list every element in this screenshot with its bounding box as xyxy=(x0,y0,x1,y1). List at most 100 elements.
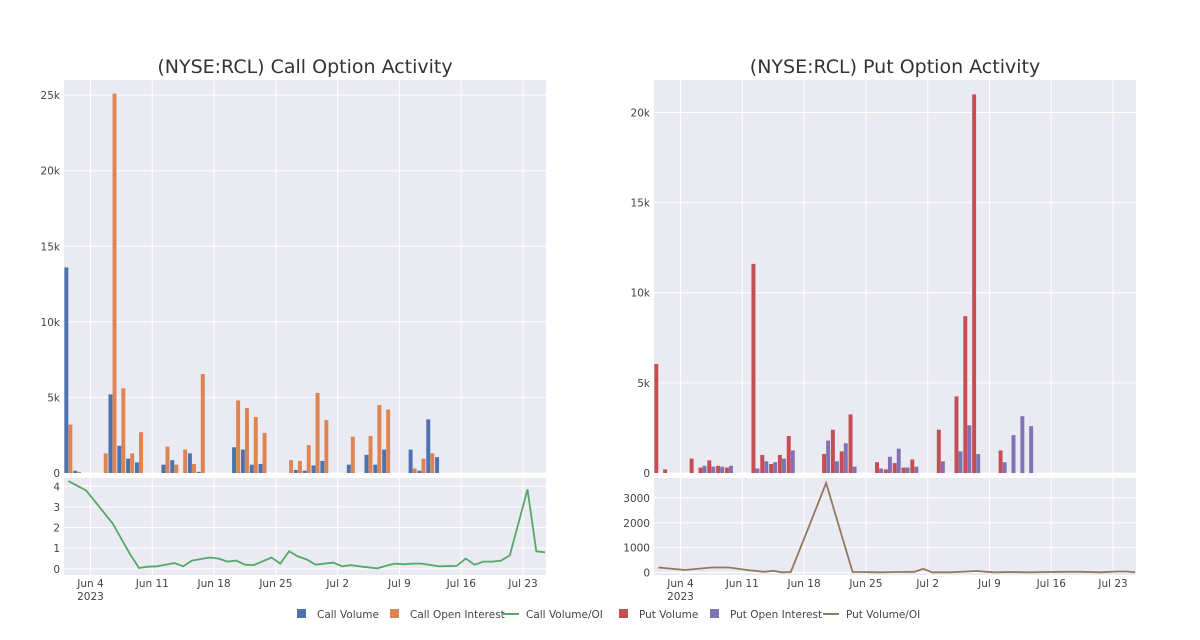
call-open-interest-bar xyxy=(183,449,188,473)
call-volume-bar xyxy=(258,463,263,473)
put-open-interest-bar xyxy=(976,454,981,473)
put-bar-y-tick-label: 0 xyxy=(643,468,650,480)
put-open-interest-bar xyxy=(729,465,733,473)
legend-label: Put Open Interest xyxy=(730,609,822,621)
put-bar-y-tick-label: 10k xyxy=(631,288,651,300)
call-volume-bar xyxy=(73,470,78,473)
put-volume-bar xyxy=(830,429,835,473)
call-ratio-x-year-label: 2023 xyxy=(77,591,104,603)
put-volume-bar xyxy=(786,436,791,473)
put-ratio-x-year-label: 2023 xyxy=(667,591,694,603)
put-open-interest-bar xyxy=(905,467,910,473)
put-volume-bar xyxy=(716,465,721,473)
put-bar-panel: 0 5k 10k 15k 20k xyxy=(631,80,1136,480)
put-volume-bar xyxy=(839,451,844,473)
call-volume-bar xyxy=(240,449,245,473)
call-open-interest-bar xyxy=(306,445,311,473)
call-bar-y-tick-label: 10k xyxy=(41,317,61,329)
put-open-interest-bar xyxy=(940,461,945,473)
put-ratio-y-tick-label: 3000 xyxy=(623,493,650,505)
call-open-interest-bar xyxy=(112,93,117,473)
put-volume-bar xyxy=(698,467,703,473)
legend-swatch xyxy=(390,609,399,618)
put-bar-plot-area xyxy=(654,80,1136,473)
call-ratio-y-tick-label: 1 xyxy=(53,543,60,555)
call-volume-bar xyxy=(134,462,139,473)
call-open-interest-bar xyxy=(236,400,241,473)
call-volume-bar xyxy=(64,267,69,473)
call-open-interest-bar xyxy=(130,453,135,473)
call-volume-bar xyxy=(293,469,298,473)
put-volume-bar xyxy=(663,469,668,473)
put-open-interest-bar xyxy=(755,468,760,473)
call-volume-bar xyxy=(426,419,431,473)
call-open-interest-bar xyxy=(262,432,267,473)
put-volume-bar xyxy=(751,263,756,473)
call-ratio-line xyxy=(67,480,546,570)
legend-swatch xyxy=(710,609,719,618)
call-volume-bar xyxy=(346,464,351,473)
put-volume-bar xyxy=(963,316,968,473)
call-ratio-y-tick-label: 2 xyxy=(53,523,60,535)
call-open-interest-bar xyxy=(244,408,249,473)
call-volume-bar xyxy=(382,449,387,473)
call-open-interest-bar xyxy=(315,392,320,473)
call-ratio-plot-area xyxy=(64,478,546,575)
put-open-interest-bar xyxy=(782,458,786,473)
call-ratio-x-tick-label: Jun 25 xyxy=(258,578,292,590)
put-chart-title: (NYSE:RCL) Put Option Activity xyxy=(750,56,1040,78)
put-volume-bar xyxy=(777,454,782,473)
call-open-interest-bar xyxy=(139,432,143,473)
call-open-interest-bar xyxy=(350,436,355,473)
put-open-interest-bar xyxy=(773,462,778,473)
call-ratio-x-tick-label: Jun 11 xyxy=(135,578,169,590)
call-open-interest-bar xyxy=(324,420,329,473)
call-ratio-x-tick-label: Jul 23 xyxy=(507,578,537,590)
put-open-interest-bar xyxy=(958,451,963,473)
put-ratio-x-tick-label: Jun 25 xyxy=(848,578,882,590)
call-open-interest-bar xyxy=(289,460,294,473)
put-open-interest-bar xyxy=(852,466,857,473)
put-ratio-x-tick-label: Jul 2 xyxy=(915,578,939,590)
put-open-interest-bar xyxy=(1011,435,1016,473)
legend-label: Put Volume xyxy=(639,609,698,621)
put-open-interest-bar xyxy=(711,466,716,473)
call-bar-y-tick-label: 25k xyxy=(41,90,61,102)
put-open-interest-bar xyxy=(826,440,831,473)
call-ratio-x-tick-label: Jul 16 xyxy=(446,578,477,590)
call-volume-bar xyxy=(408,449,413,473)
put-open-interest-bar xyxy=(720,466,725,473)
call-bar-y-tick-label: 0 xyxy=(53,468,60,480)
call-ratio-x-tick-label: Jun 18 xyxy=(197,578,231,590)
call-open-interest-bar xyxy=(430,453,435,473)
put-bar-y-tick-label: 5k xyxy=(637,378,651,390)
put-ratio-x-tick-label: Jun 18 xyxy=(787,578,821,590)
call-open-interest-bar xyxy=(412,468,417,473)
put-ratio-y-tick-label: 2000 xyxy=(623,518,650,530)
put-open-interest-bar xyxy=(702,465,707,473)
call-volume-bar xyxy=(320,460,325,473)
put-volume-bar xyxy=(707,460,712,473)
put-open-interest-bar xyxy=(1029,426,1034,473)
put-bar-y-tick-label: 20k xyxy=(631,107,651,119)
put-volume-bar xyxy=(848,414,853,473)
call-volume-bar xyxy=(302,470,307,473)
put-volume-bar xyxy=(892,463,897,473)
put-volume-bar xyxy=(875,462,879,473)
call-open-interest-bar xyxy=(200,373,205,473)
put-volume-bar xyxy=(822,454,827,473)
put-open-interest-bar xyxy=(896,448,901,473)
put-ratio-x-tick-label: Jun 11 xyxy=(725,578,759,590)
put-ratio-y-tick-label: 0 xyxy=(643,568,650,580)
call-open-interest-bar xyxy=(192,463,196,473)
put-volume-bar xyxy=(954,396,959,473)
call-bar-y-tick-label: 20k xyxy=(41,166,61,178)
call-open-interest-bar xyxy=(253,417,258,473)
put-open-interest-bar xyxy=(879,468,884,473)
put-ratio-line xyxy=(658,480,1136,574)
call-bar-panel: 0 5k 10k 15k 20k 25k xyxy=(41,80,546,480)
put-ratio-x-tick-label: Jul 9 xyxy=(977,578,1001,590)
call-volume-bar xyxy=(435,457,440,473)
put-volume-bar xyxy=(654,363,659,473)
